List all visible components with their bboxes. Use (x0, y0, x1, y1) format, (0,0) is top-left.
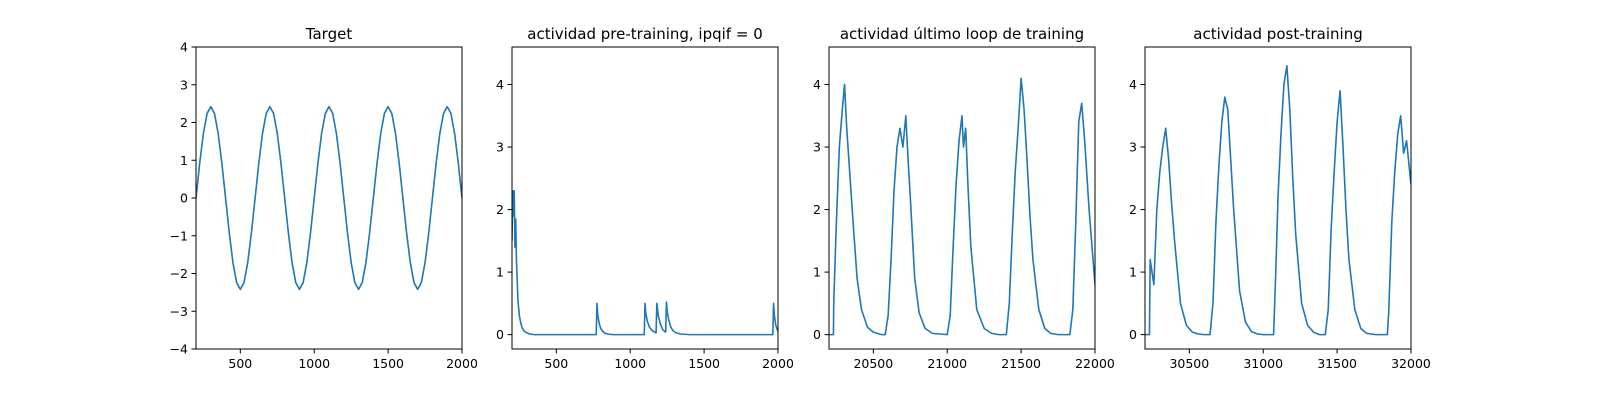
y-tick-label: 3 (496, 140, 504, 155)
y-tick-label: −4 (170, 342, 188, 357)
series-line (196, 105, 462, 291)
x-tick-label: 30500 (1169, 356, 1209, 371)
x-tick-label: 31500 (1317, 356, 1357, 371)
x-tick-label: 1500 (688, 356, 720, 371)
chart-title: Target (305, 25, 353, 43)
y-tick-label: 4 (813, 77, 821, 92)
series-line (1145, 64, 1411, 336)
axes-frame (1144, 46, 1412, 350)
y-tick-label: 3 (813, 140, 821, 155)
subplot-pre-training: 500 1000 1500 2000 0 1 2 3 4 actividad pre-traini… (496, 25, 794, 371)
y-tick-label: 1 (180, 153, 188, 168)
series-line (829, 77, 1095, 336)
x-tick-label: 1000 (614, 356, 646, 371)
y-tick-label: 0 (496, 327, 504, 342)
x-tick-label: 31000 (1243, 356, 1283, 371)
y-tick-label: 4 (496, 77, 504, 92)
y-tick-label: 3 (180, 77, 188, 92)
chart-title: actividad post-training (1193, 25, 1362, 43)
y-tick-label: 0 (180, 191, 188, 206)
chart-title: actividad último loop de training (840, 25, 1084, 43)
x-tick-label: 22000 (1075, 356, 1115, 371)
axes-frame (195, 46, 463, 350)
y-tick-label: 2 (1129, 202, 1137, 217)
x-tick-label: 20500 (853, 356, 893, 371)
x-tick-label: 500 (228, 356, 252, 371)
y-tick-label: 4 (1129, 77, 1137, 92)
axes-frame (511, 46, 779, 350)
subplot-target: 500 1000 1500 2000 −4 −3 −2 −1 0 1 2 3 4 Target (170, 25, 478, 371)
y-tick-label: 1 (813, 265, 821, 280)
subplot-post-training: 30500 31000 31500 32000 0 1 2 3 4 actividad post-… (1129, 25, 1431, 371)
y-tick-label: 0 (813, 327, 821, 342)
x-tick-label: 2000 (762, 356, 794, 371)
y-tick-label: 1 (496, 265, 504, 280)
chart-title: actividad pre-training, ipqif = 0 (527, 25, 763, 43)
y-tick-label: 0 (1129, 327, 1137, 342)
y-tick-label: −3 (170, 304, 188, 319)
y-tick-label: 3 (1129, 140, 1137, 155)
subplot-last-training-loop: 20500 21000 21500 22000 0 1 2 3 4 actividad últim… (813, 25, 1115, 371)
x-tick-label: 32000 (1391, 356, 1431, 371)
y-tick-label: −1 (170, 228, 188, 243)
y-tick-label: 2 (496, 202, 504, 217)
x-tick-label: 1000 (298, 356, 330, 371)
x-tick-label: 1500 (372, 356, 404, 371)
x-tick-label: 2000 (446, 356, 478, 371)
y-tick-label: 2 (180, 115, 188, 130)
y-tick-label: 2 (813, 202, 821, 217)
series-line (512, 190, 778, 336)
y-tick-label: 1 (1129, 265, 1137, 280)
x-tick-label: 21500 (1001, 356, 1041, 371)
y-tick-label: −2 (170, 266, 188, 281)
x-tick-label: 500 (544, 356, 568, 371)
y-tick-label: 4 (180, 40, 188, 55)
axes-frame (828, 46, 1096, 350)
x-tick-label: 21000 (927, 356, 967, 371)
